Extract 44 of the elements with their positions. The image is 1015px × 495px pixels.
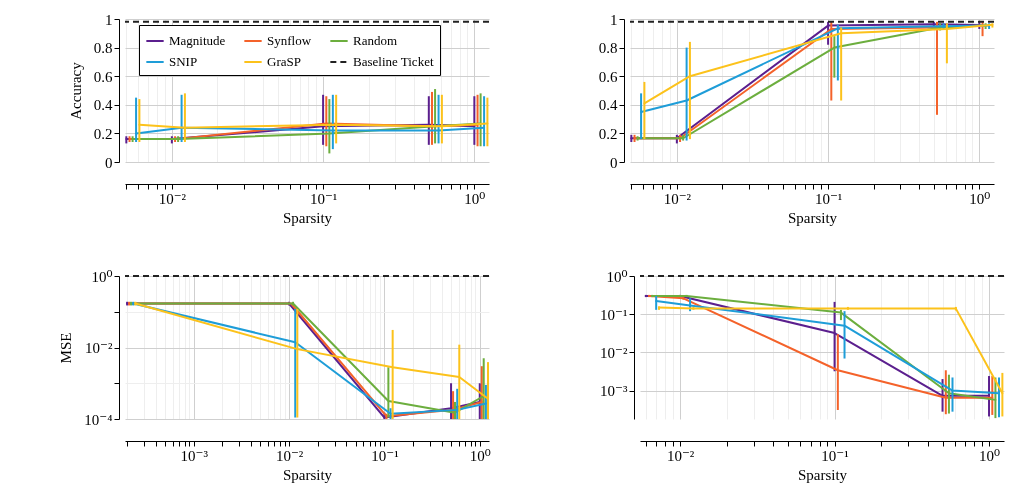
x-tick-label: 10⁻² <box>663 190 692 207</box>
y-tick-label: 0.6 <box>93 68 113 85</box>
x-tick-label: 10⁻¹ <box>371 447 399 464</box>
x-tick-label: 10⁻³ <box>180 447 209 464</box>
y-tick-label: 1 <box>610 11 618 28</box>
x-axis-title: Sparsity <box>797 466 848 483</box>
x-tick-label: 10⁻² <box>275 447 304 464</box>
y-tick-label: 0.8 <box>93 40 113 57</box>
y-tick-label: 0.4 <box>598 97 618 114</box>
y-tick-label: 0 <box>105 154 113 171</box>
y-tick-label: 10⁻⁴ <box>84 411 113 428</box>
y-tick-label: 1 <box>105 11 113 28</box>
x-tick-label: 10⁻² <box>158 190 187 207</box>
y-tick-label: 10⁻² <box>600 344 628 361</box>
x-tick-label: 10⁰ <box>979 447 1001 464</box>
y-tick-label: 0.2 <box>93 125 113 142</box>
y-tick-label: 0 <box>610 154 618 171</box>
y-tick-label: 0.6 <box>598 68 618 85</box>
y-tick-label: 10⁰ <box>606 268 628 285</box>
y-tick-label: 10⁻³ <box>600 383 628 400</box>
y-axis-title: Accuracy <box>67 61 84 120</box>
x-axis-title: Sparsity <box>282 466 333 483</box>
x-tick-label: 10⁻¹ <box>814 190 843 207</box>
x-tick-label: 10⁰ <box>969 190 991 207</box>
legend-label: Synflow <box>267 33 312 48</box>
x-tick-label: 10⁻¹ <box>309 190 338 207</box>
x-tick-label: 10⁰ <box>469 447 491 464</box>
x-tick-label: 10⁻¹ <box>821 447 849 464</box>
x-tick-label: 10⁻² <box>666 447 695 464</box>
x-tick-label: 10⁰ <box>464 190 486 207</box>
legend-label: Magnitude <box>169 33 226 48</box>
y-axis-title: MSE <box>58 332 75 364</box>
y-tick-label: 0.2 <box>598 125 618 142</box>
x-axis-title: Sparsity <box>282 209 333 226</box>
legend-label: Baseline Ticket <box>353 54 434 69</box>
legend-label: GraSP <box>267 54 301 69</box>
x-axis-title: Sparsity <box>787 209 838 226</box>
y-tick-label: 0.8 <box>598 40 618 57</box>
legend-label: Random <box>353 33 398 48</box>
y-tick-label: 10⁻¹ <box>600 306 628 323</box>
y-tick-label: 10⁻² <box>85 340 113 356</box>
y-tick-label: 0.4 <box>93 97 113 114</box>
y-tick-label: 10⁰ <box>91 268 113 285</box>
legend-label: SNIP <box>169 54 198 69</box>
